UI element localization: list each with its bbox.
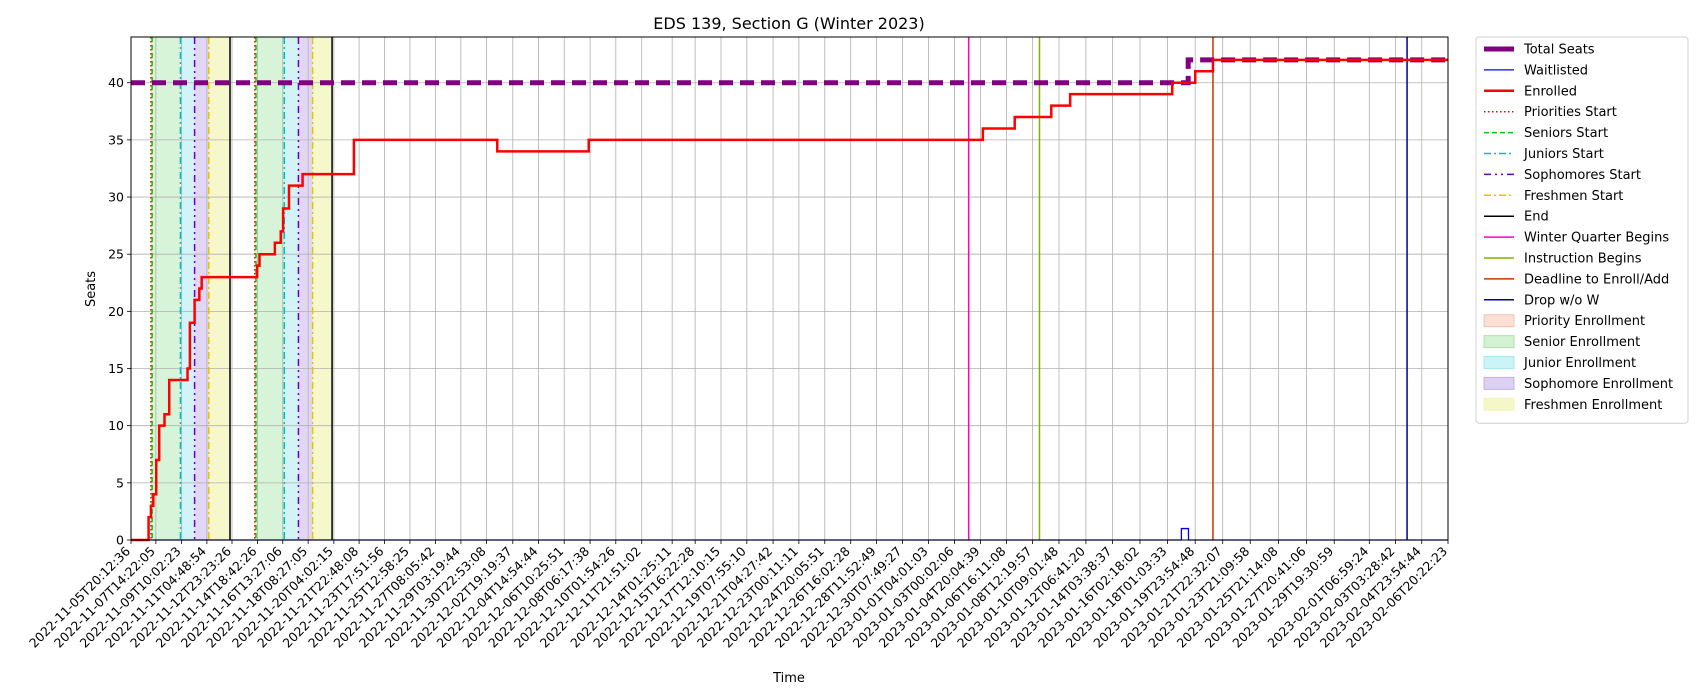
y-tick-label: 0 xyxy=(116,533,124,548)
legend-label: Winter Quarter Begins xyxy=(1524,231,1669,246)
y-tick-label: 20 xyxy=(108,304,124,319)
y-axis: 0 5 10 15 20 25 30 35 40 xyxy=(108,75,131,548)
legend-label: Priorities Start xyxy=(1524,105,1617,120)
y-axis-label: Seats xyxy=(84,271,99,307)
grid-lines xyxy=(130,37,1449,541)
shade-2-0 xyxy=(180,37,195,540)
shade-4-0 xyxy=(208,37,230,540)
shade-3-1 xyxy=(298,37,313,540)
y-tick-label: 35 xyxy=(108,132,124,147)
y-tick-label: 25 xyxy=(108,247,124,262)
chart-title: EDS 139, Section G (Winter 2023) xyxy=(653,14,924,33)
legend-label: Priority Enrollment xyxy=(1524,314,1645,329)
x-axis: 2022-11-05T20:12:362022-11-07T14:22:0520… xyxy=(26,540,1450,651)
legend-swatch xyxy=(1483,376,1515,390)
legend-label: Seniors Start xyxy=(1524,126,1608,141)
legend-label: Drop w/o W xyxy=(1524,293,1600,308)
enrollment-period-shading xyxy=(150,37,333,540)
legend-label: Senior Enrollment xyxy=(1524,335,1640,350)
legend-swatch xyxy=(1483,335,1515,349)
legend-label: Juniors Start xyxy=(1523,147,1604,162)
legend-label: Sophomore Enrollment xyxy=(1524,377,1673,392)
legend-label: Junior Enrollment xyxy=(1523,356,1636,371)
y-tick-label: 30 xyxy=(108,190,124,205)
legend-swatch xyxy=(1483,314,1515,328)
y-tick-label: 5 xyxy=(116,475,124,490)
legend-label: Sophomores Start xyxy=(1524,168,1641,183)
y-tick-label: 10 xyxy=(108,418,124,433)
series-enrolled xyxy=(131,58,1448,542)
shade-2-1 xyxy=(284,37,299,540)
shade-4-1 xyxy=(312,37,333,540)
legend-label: End xyxy=(1524,210,1549,225)
y-tick-label: 15 xyxy=(108,361,124,376)
legend-frame xyxy=(1475,36,1689,424)
legend-label: Deadline to Enroll/Add xyxy=(1524,272,1669,287)
shade-1-0 xyxy=(152,37,181,540)
event-lines xyxy=(150,37,1408,540)
y-tick-label: 40 xyxy=(108,75,124,90)
legend-swatch xyxy=(1483,356,1515,369)
legend-swatch xyxy=(1483,397,1515,411)
legend-label: Instruction Begins xyxy=(1524,252,1642,267)
shade-1-1 xyxy=(255,37,285,540)
legend-label: Freshmen Start xyxy=(1524,189,1623,204)
legend-label: Total Seats xyxy=(1523,43,1595,58)
plot-frame xyxy=(130,36,1449,541)
legend-label: Freshmen Enrollment xyxy=(1524,398,1662,413)
legend-label: Waitlisted xyxy=(1524,63,1588,78)
legend-label: Enrolled xyxy=(1524,84,1577,99)
x-axis-label: Time xyxy=(772,671,805,686)
legend: Total Seats Waitlisted Enrolled Priorities … xyxy=(1475,36,1689,424)
